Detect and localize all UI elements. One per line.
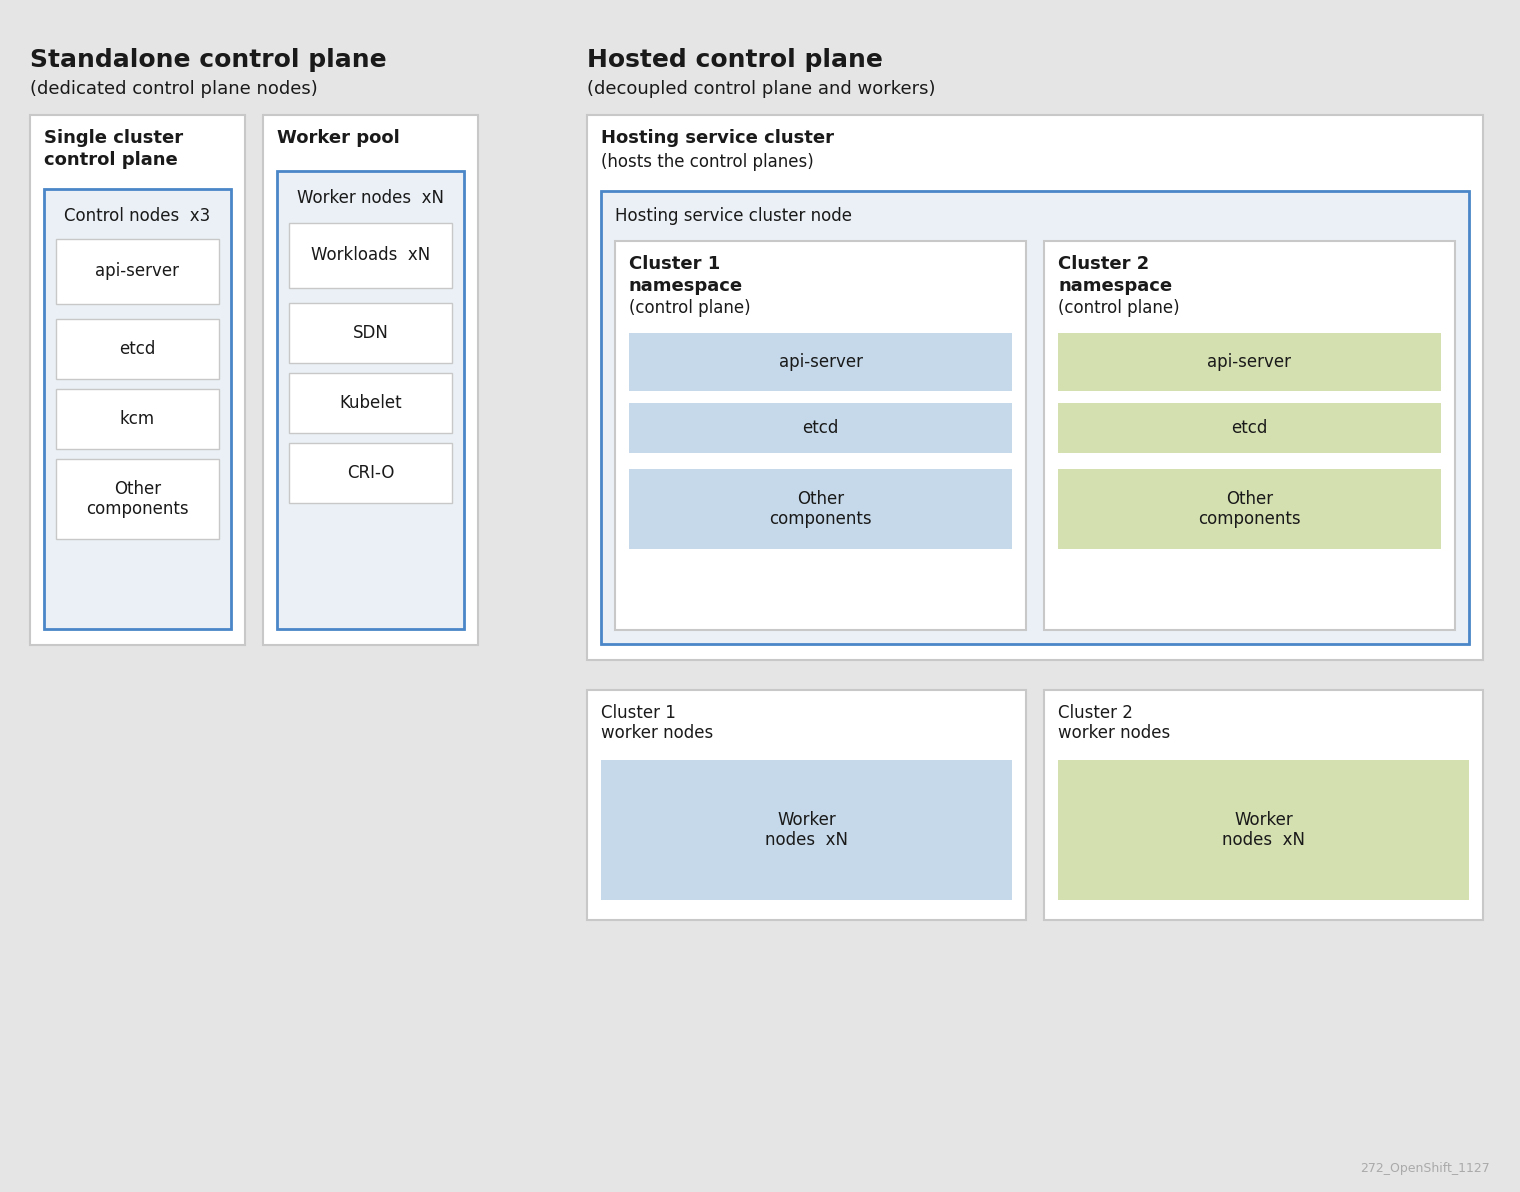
Text: api-server: api-server bbox=[96, 262, 179, 280]
Bar bbox=[1044, 690, 1484, 920]
Text: etcd: etcd bbox=[1231, 420, 1268, 437]
Text: Hosting service cluster node: Hosting service cluster node bbox=[616, 207, 853, 225]
Bar bbox=[263, 114, 477, 645]
Bar bbox=[1058, 403, 1441, 453]
Bar bbox=[289, 443, 451, 503]
Text: Other
components: Other components bbox=[87, 479, 188, 519]
Text: api-server: api-server bbox=[1207, 353, 1292, 371]
Bar bbox=[56, 389, 219, 449]
Text: Cluster 2: Cluster 2 bbox=[1058, 704, 1132, 722]
Bar bbox=[600, 191, 1468, 644]
Text: Control nodes  x3: Control nodes x3 bbox=[64, 207, 211, 225]
Text: worker nodes: worker nodes bbox=[600, 724, 713, 741]
Text: Cluster 2: Cluster 2 bbox=[1058, 255, 1149, 273]
Text: (control plane): (control plane) bbox=[629, 299, 751, 317]
Text: namespace: namespace bbox=[1058, 277, 1172, 294]
Bar bbox=[30, 114, 245, 645]
Text: CRI-O: CRI-O bbox=[347, 464, 394, 482]
Text: api-server: api-server bbox=[778, 353, 862, 371]
Bar bbox=[289, 223, 451, 288]
Text: Worker nodes  xN: Worker nodes xN bbox=[296, 190, 444, 207]
Text: SDN: SDN bbox=[353, 324, 389, 342]
Text: Hosting service cluster: Hosting service cluster bbox=[600, 129, 834, 147]
Bar bbox=[56, 240, 219, 304]
Text: Cluster 1: Cluster 1 bbox=[629, 255, 720, 273]
Text: Standalone control plane: Standalone control plane bbox=[30, 48, 386, 72]
Bar bbox=[44, 190, 231, 629]
Text: etcd: etcd bbox=[803, 420, 839, 437]
Text: Workloads  xN: Workloads xN bbox=[312, 247, 430, 265]
Text: (decoupled control plane and workers): (decoupled control plane and workers) bbox=[587, 80, 935, 98]
Bar bbox=[629, 468, 1012, 550]
Text: Worker
nodes  xN: Worker nodes xN bbox=[765, 811, 848, 850]
Text: Other
components: Other components bbox=[769, 490, 872, 528]
Bar bbox=[587, 114, 1484, 660]
Text: Worker pool: Worker pool bbox=[277, 129, 400, 147]
Text: (dedicated control plane nodes): (dedicated control plane nodes) bbox=[30, 80, 318, 98]
Text: Worker
nodes  xN: Worker nodes xN bbox=[1222, 811, 1306, 850]
Text: etcd: etcd bbox=[119, 340, 155, 358]
Text: kcm: kcm bbox=[120, 410, 155, 428]
Bar bbox=[1044, 241, 1455, 631]
Text: worker nodes: worker nodes bbox=[1058, 724, 1170, 741]
Bar bbox=[1058, 468, 1441, 550]
Bar bbox=[1058, 333, 1441, 391]
Text: Cluster 1: Cluster 1 bbox=[600, 704, 676, 722]
Text: namespace: namespace bbox=[629, 277, 743, 294]
Text: Hosted control plane: Hosted control plane bbox=[587, 48, 883, 72]
Bar bbox=[289, 373, 451, 433]
Text: Other
components: Other components bbox=[1198, 490, 1301, 528]
Text: (control plane): (control plane) bbox=[1058, 299, 1180, 317]
Bar bbox=[1058, 760, 1468, 900]
Text: (hosts the control planes): (hosts the control planes) bbox=[600, 153, 813, 170]
Text: 272_OpenShift_1127: 272_OpenShift_1127 bbox=[1360, 1162, 1490, 1175]
Bar bbox=[277, 170, 464, 629]
Bar bbox=[289, 303, 451, 364]
Bar bbox=[587, 690, 1026, 920]
Bar bbox=[629, 333, 1012, 391]
Bar bbox=[56, 459, 219, 539]
Bar bbox=[600, 760, 1012, 900]
Bar bbox=[56, 319, 219, 379]
Text: control plane: control plane bbox=[44, 151, 178, 169]
Bar bbox=[616, 241, 1026, 631]
Text: Kubelet: Kubelet bbox=[339, 395, 401, 412]
Text: Single cluster: Single cluster bbox=[44, 129, 182, 147]
Bar bbox=[629, 403, 1012, 453]
